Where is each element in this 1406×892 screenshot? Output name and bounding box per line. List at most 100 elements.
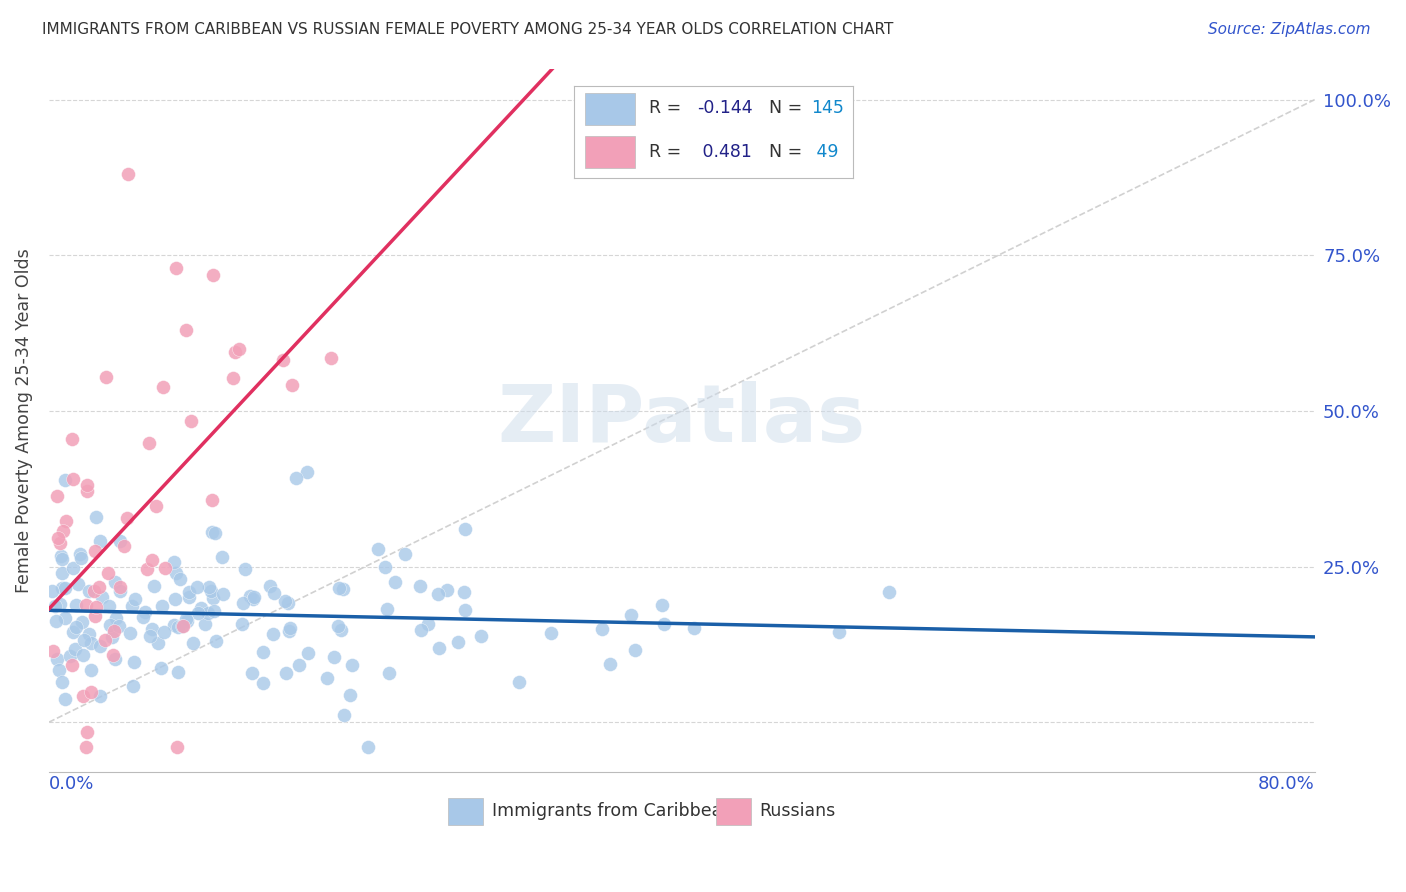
- Point: [174, 612, 197, 626]
- Point: [75, 598, 97, 612]
- Point: [55, 581, 77, 595]
- Point: [153, 560, 176, 574]
- Y-axis label: Female Poverty Among 25-34 Year Olds: Female Poverty Among 25-34 Year Olds: [15, 248, 32, 592]
- Point: [89, 533, 111, 548]
- Point: [44, 599, 66, 614]
- Point: [221, 371, 243, 385]
- Point: [105, 611, 128, 625]
- Text: IMMIGRANTS FROM CARIBBEAN VS RUSSIAN FEMALE POVERTY AMONG 25-34 YEAR OLDS CORREL: IMMIGRANTS FROM CARIBBEAN VS RUSSIAN FEM…: [42, 22, 894, 37]
- Point: [132, 610, 155, 624]
- Point: [200, 584, 222, 599]
- Point: [201, 268, 224, 282]
- Point: [89, 690, 111, 704]
- Point: [101, 648, 124, 662]
- Point: [53, 692, 76, 706]
- Point: [104, 651, 127, 665]
- Point: [136, 561, 159, 575]
- Point: [357, 740, 380, 755]
- Point: [470, 629, 492, 643]
- Point: [138, 436, 160, 450]
- Text: Russians: Russians: [759, 803, 835, 821]
- Point: [263, 585, 285, 599]
- Point: [65, 620, 87, 634]
- Point: [84, 599, 107, 614]
- Point: [409, 623, 432, 637]
- Point: [165, 592, 187, 607]
- Point: [53, 611, 76, 625]
- Point: [591, 622, 613, 636]
- Point: [80, 685, 103, 699]
- Point: [454, 522, 477, 536]
- Point: [101, 630, 124, 644]
- Point: [202, 591, 225, 606]
- Point: [89, 639, 111, 653]
- Point: [180, 415, 202, 429]
- Point: [83, 583, 105, 598]
- Text: Immigrants from Caribbean: Immigrants from Caribbean: [492, 803, 733, 821]
- Point: [73, 632, 96, 647]
- Point: [277, 596, 299, 610]
- Point: [166, 740, 188, 755]
- Point: [77, 583, 100, 598]
- Point: [447, 635, 470, 649]
- Point: [108, 580, 131, 594]
- Point: [367, 542, 389, 557]
- Point: [49, 597, 72, 611]
- Point: [41, 583, 63, 598]
- Point: [436, 583, 458, 598]
- Point: [48, 663, 70, 677]
- Point: [827, 625, 849, 640]
- Point: [76, 484, 98, 499]
- Point: [65, 642, 87, 657]
- Point: [508, 675, 530, 690]
- Point: [45, 615, 67, 629]
- Text: 0.0%: 0.0%: [49, 775, 94, 793]
- Point: [252, 675, 274, 690]
- Point: [186, 580, 208, 594]
- Point: [141, 622, 163, 636]
- Point: [165, 260, 187, 275]
- Point: [169, 573, 191, 587]
- Point: [177, 591, 200, 605]
- Point: [339, 688, 361, 702]
- Point: [243, 590, 266, 604]
- Point: [62, 561, 84, 575]
- Point: [416, 617, 439, 632]
- Point: [97, 599, 120, 614]
- Point: [118, 625, 141, 640]
- Point: [453, 603, 475, 617]
- Point: [201, 493, 224, 508]
- Point: [55, 514, 77, 528]
- Point: [72, 689, 94, 703]
- Point: [121, 599, 143, 613]
- Point: [174, 323, 197, 337]
- Point: [181, 636, 204, 650]
- Text: ZIPatlas: ZIPatlas: [498, 381, 866, 459]
- Point: [252, 645, 274, 659]
- Point: [167, 665, 190, 679]
- Point: [141, 553, 163, 567]
- Point: [152, 380, 174, 394]
- Point: [212, 587, 235, 601]
- Point: [177, 584, 200, 599]
- Point: [117, 167, 139, 181]
- Point: [242, 591, 264, 606]
- Point: [204, 525, 226, 540]
- Point: [233, 562, 256, 576]
- Point: [103, 624, 125, 639]
- Point: [51, 551, 73, 566]
- Point: [288, 658, 311, 673]
- Point: [75, 740, 97, 755]
- Point: [108, 619, 131, 633]
- Point: [211, 549, 233, 564]
- Point: [240, 666, 263, 681]
- Point: [322, 650, 344, 665]
- Point: [45, 652, 67, 666]
- Point: [94, 632, 117, 647]
- Point: [328, 581, 350, 595]
- Point: [329, 624, 352, 638]
- Point: [70, 615, 93, 629]
- Point: [146, 635, 169, 649]
- Point: [284, 471, 307, 485]
- Point: [333, 708, 356, 723]
